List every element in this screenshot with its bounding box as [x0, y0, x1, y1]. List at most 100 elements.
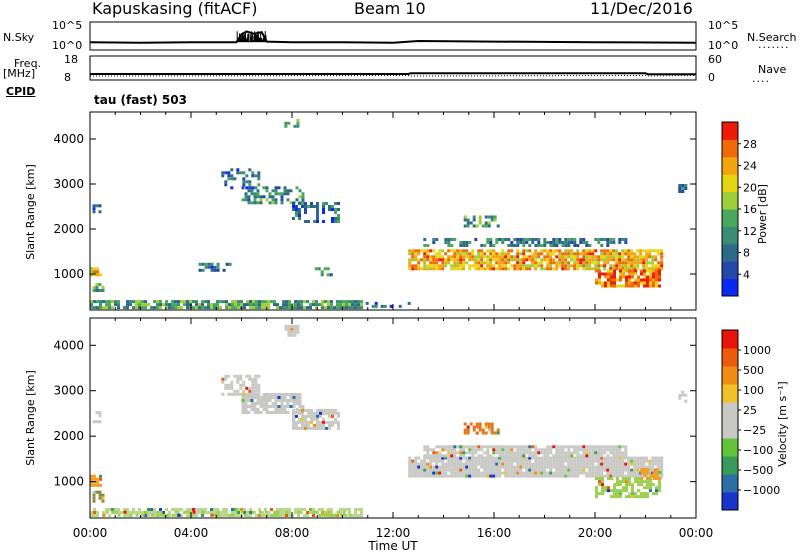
heat-cell: [250, 201, 254, 205]
heat-cell: [615, 261, 619, 265]
heat-cell: [354, 300, 357, 304]
heat-cell: [95, 490, 99, 494]
heat-cell: [186, 510, 190, 514]
heat-cell: [345, 303, 348, 307]
heat-cell: [304, 423, 307, 427]
heat-cell: [310, 205, 313, 208]
heat-cell: [295, 396, 299, 399]
heat-cell: [126, 303, 129, 307]
heat-cell: [195, 300, 198, 304]
heat-cell: [604, 486, 607, 490]
heat-cell: [552, 244, 556, 247]
heat-cell: [420, 468, 424, 472]
heat-cell: [510, 255, 514, 259]
heat-cell: [495, 445, 499, 449]
heat-cell: [643, 278, 646, 282]
heat-cell: [648, 462, 652, 466]
heat-cell: [613, 492, 616, 496]
heat-cell: [492, 244, 496, 247]
heat-cell: [327, 300, 330, 304]
heat-cell: [221, 377, 225, 381]
y-tick-label: 4000: [53, 338, 84, 352]
heat-cell: [221, 171, 225, 175]
heat-cell: [219, 514, 222, 517]
heat-cell: [519, 465, 523, 469]
heat-cell: [273, 303, 276, 307]
heat-cell: [283, 396, 287, 399]
heat-cell: [295, 414, 298, 418]
heat-cell: [634, 281, 637, 285]
heat-cell: [573, 471, 577, 475]
heat-cell: [582, 465, 586, 469]
heat-cell: [519, 459, 523, 463]
heat-cell: [225, 262, 229, 266]
heat-cell: [453, 451, 457, 455]
heat-cell: [504, 258, 508, 262]
heat-cell: [609, 471, 613, 475]
heat-cell: [337, 420, 340, 424]
heat-cell: [528, 249, 532, 253]
heat-cell: [98, 496, 102, 500]
heat-cell: [227, 386, 231, 390]
heat-cell: [636, 459, 640, 463]
heat-cell: [248, 389, 252, 393]
heat-cell: [489, 459, 493, 463]
heat-cell: [284, 324, 288, 328]
heat-cell: [244, 402, 248, 405]
heat-cell: [261, 300, 264, 304]
heat-cell: [337, 214, 340, 217]
heat-cell: [408, 474, 412, 478]
heat-cell: [607, 275, 610, 279]
heat-cell: [327, 508, 330, 511]
heat-cell: [612, 451, 616, 455]
heat-cell: [307, 420, 310, 424]
heat-cell: [165, 303, 168, 307]
heat-cell: [438, 249, 442, 253]
heat-cell: [295, 198, 299, 202]
heat-cell: [108, 303, 111, 307]
heat-cell: [573, 468, 577, 472]
heat-cell: [651, 264, 655, 268]
heat-cell: [248, 186, 252, 190]
heat-cell: [472, 215, 476, 219]
heat-cell: [242, 180, 246, 184]
heat-cell: [658, 489, 661, 493]
y-tick-label: 2000: [53, 429, 84, 443]
heat-cell: [567, 255, 571, 259]
heat-cell: [447, 445, 451, 449]
heat-cell: [319, 408, 322, 412]
heat-cell: [510, 241, 514, 244]
heat-cell: [93, 306, 96, 310]
heat-cell: [411, 471, 415, 475]
heat-cell: [254, 377, 258, 381]
heat-cell: [487, 422, 491, 426]
heat-cell: [643, 474, 647, 477]
heat-cell: [459, 252, 463, 256]
heat-cell: [408, 249, 412, 253]
heat-cell: [105, 508, 108, 511]
heat-cell: [631, 275, 634, 279]
heat-cell: [213, 303, 216, 307]
heat-cell: [96, 267, 99, 271]
heat-cell: [627, 459, 631, 463]
heat-cell: [444, 474, 448, 478]
heat-cell: [227, 174, 231, 178]
heat-cell: [297, 514, 300, 517]
heat-cell: [417, 267, 421, 271]
heat-cell: [474, 445, 478, 449]
heat-cell: [307, 408, 310, 412]
heat-cell: [267, 306, 270, 310]
heat-cell: [331, 220, 334, 223]
heat-cell: [462, 451, 466, 455]
heat-cell: [328, 420, 331, 424]
heat-cell: [153, 300, 156, 304]
heat-cell: [651, 255, 655, 259]
heat-cell: [597, 459, 601, 463]
heat-cell: [588, 471, 592, 475]
heat-cell: [576, 255, 580, 259]
heat-cell: [484, 215, 488, 219]
heat-cell: [555, 267, 559, 271]
heat-cell: [471, 465, 475, 469]
heat-cell: [222, 514, 225, 517]
heat-cell: [477, 252, 481, 256]
